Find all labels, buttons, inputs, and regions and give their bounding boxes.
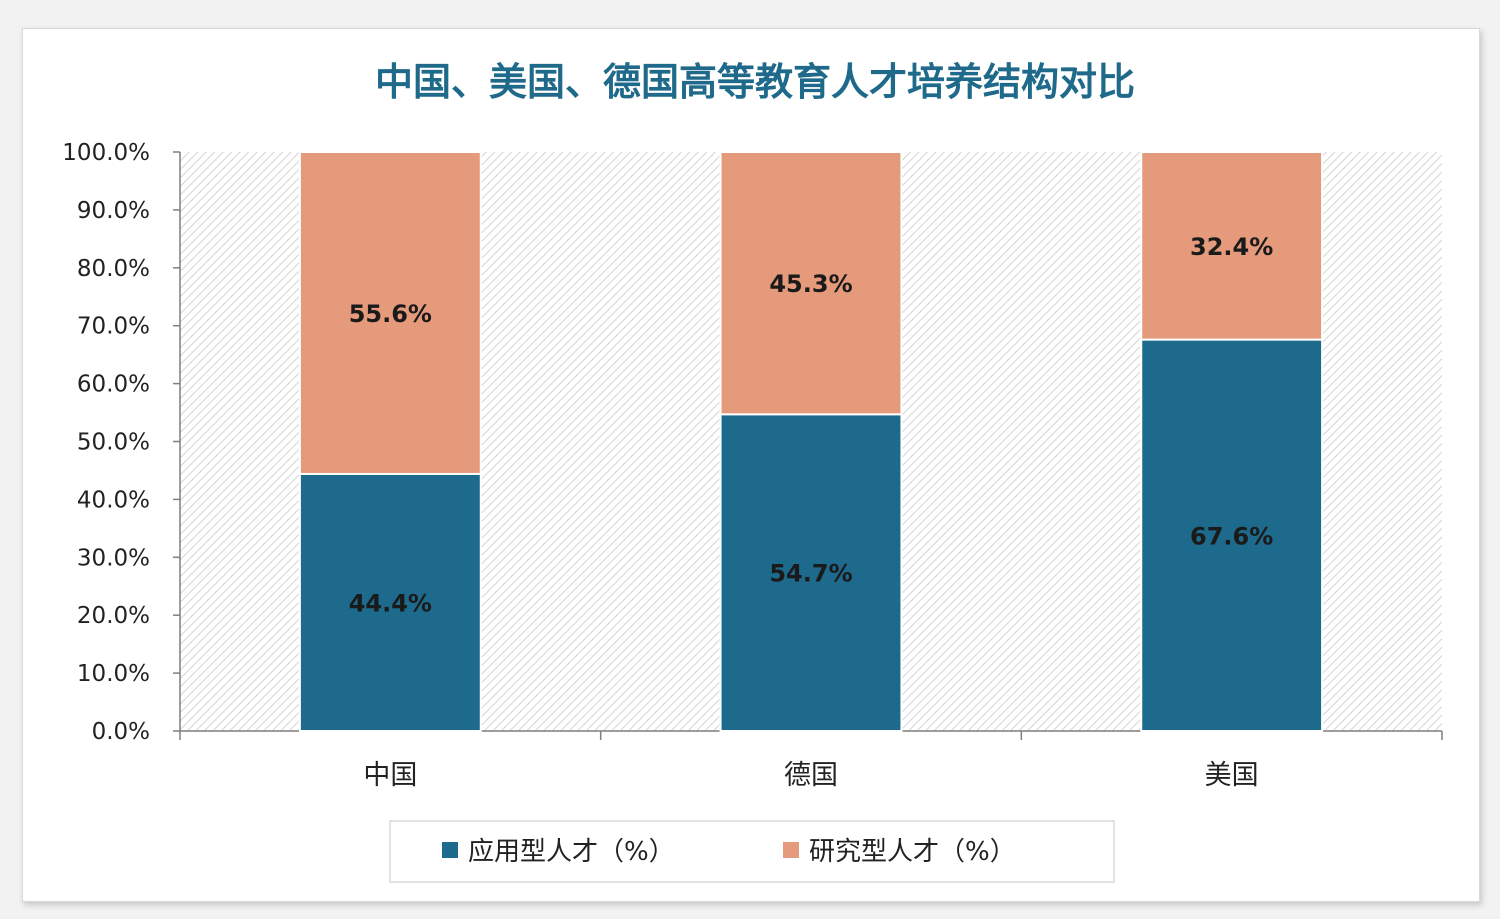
data-labels: 44.4% 55.6% 54.7% 45.3% 67.6% 32.4% — [349, 233, 1274, 618]
chart-title: 中国、美国、德国高等教育人才培养结构对比 — [375, 60, 1135, 104]
data-label: 32.4% — [1190, 233, 1273, 261]
legend-label: 应用型人才（%） — [468, 837, 675, 867]
x-axis: 中国 德国 美国 — [179, 730, 1443, 791]
y-tick-label: 80.0% — [77, 256, 150, 282]
x-category-label: 美国 — [1205, 760, 1259, 791]
data-label: 54.7% — [769, 560, 852, 588]
y-tick-label: 30.0% — [77, 545, 150, 571]
y-tick-label: 90.0% — [77, 198, 150, 224]
y-tick-label: 40.0% — [77, 487, 150, 513]
legend-label: 研究型人才（%） — [809, 837, 1016, 867]
y-tick-label: 10.0% — [77, 661, 150, 687]
bar-segment — [1140, 338, 1324, 732]
data-label: 44.4% — [349, 589, 432, 617]
bar-segment — [298, 151, 482, 475]
bars — [298, 151, 1324, 732]
y-tick-label: 0.0% — [92, 719, 150, 745]
y-tick-label: 70.0% — [77, 314, 150, 340]
y-tick-label: 100.0% — [62, 140, 150, 166]
bar-segment — [298, 472, 482, 732]
legend-swatch — [442, 842, 458, 858]
y-axis: 0.0% 10.0% 20.0% 30.0% 40.0% 50.0% 60.0% 70.0% 8… — [62, 140, 181, 745]
data-label: 55.6% — [349, 300, 432, 328]
chart-frame: 中国、美国、德国高等教育人才培养结构对比 0.0% 10.0% 20.0% 30.0%… — [22, 28, 1480, 902]
x-category-label: 中国 — [363, 760, 417, 791]
bar-segment — [719, 151, 903, 416]
data-label: 45.3% — [769, 270, 852, 298]
y-tick-label: 50.0% — [77, 430, 150, 456]
y-tick-label: 20.0% — [77, 603, 150, 629]
x-category-label: 德国 — [784, 760, 838, 791]
bar-segment — [1140, 151, 1324, 341]
y-tick-label: 60.0% — [77, 372, 150, 398]
data-label: 67.6% — [1190, 522, 1273, 550]
legend-box — [389, 820, 1115, 883]
chart-svg: 中国、美国、德国高等教育人才培养结构对比 0.0% 10.0% 20.0% 30.0%… — [62, 60, 1443, 883]
legend: 应用型人才（%） 研究型人才（%） — [389, 820, 1115, 883]
bar-segment — [719, 413, 903, 732]
legend-swatch — [783, 842, 799, 858]
